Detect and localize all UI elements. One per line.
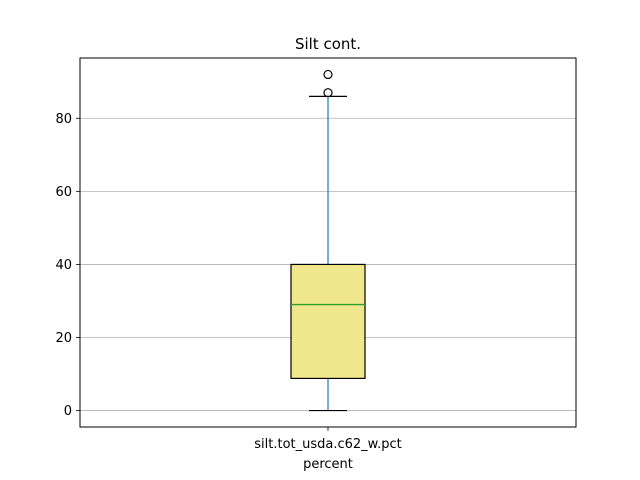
- plot-marks: [290, 69, 366, 412]
- interquartile-box: [290, 263, 366, 380]
- outlier-point: [323, 69, 333, 80]
- y-tick-label: 40: [55, 258, 72, 273]
- y-axis: 0 20 40 60 80: [55, 112, 80, 419]
- outlier-point: [323, 88, 333, 98]
- y-tick-label: 20: [55, 331, 72, 346]
- x-tick-label: silt.tot_usda.c62_w.pct: [254, 437, 402, 452]
- y-tick-label: 60: [55, 185, 72, 200]
- y-tick-label: 80: [55, 112, 72, 127]
- chart-title: Silt cont.: [295, 35, 361, 53]
- x-axis-label: percent: [303, 457, 353, 472]
- y-tick-label: 0: [64, 404, 72, 419]
